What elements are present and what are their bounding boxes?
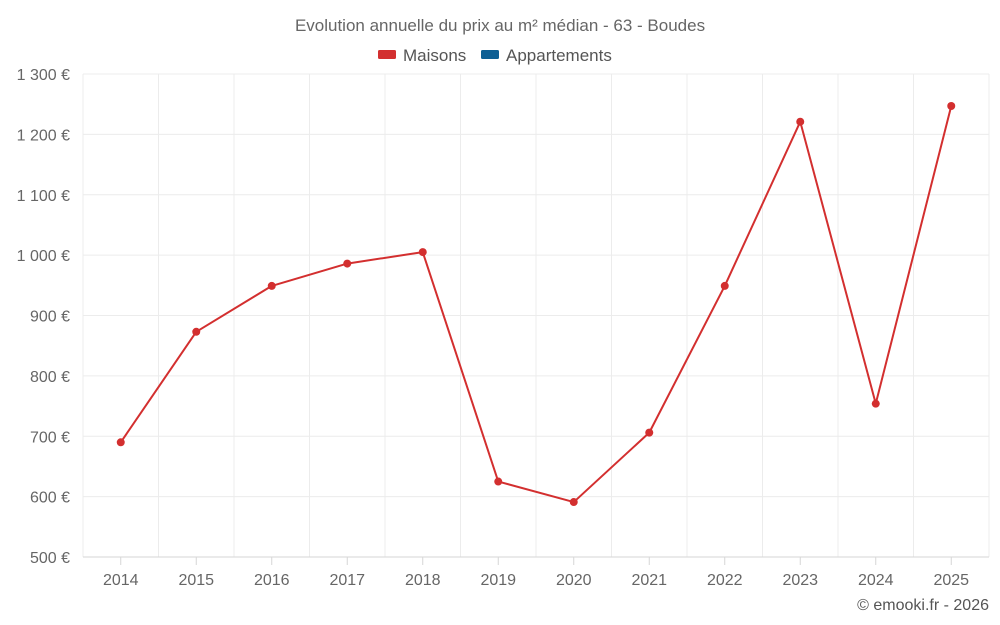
data-point-maisons[interactable] <box>192 327 201 336</box>
data-point-maisons[interactable] <box>947 101 956 110</box>
legend-label-maisons: Maisons <box>403 46 466 65</box>
x-tick-label: 2022 <box>707 572 743 589</box>
x-tick-label: 2015 <box>178 572 214 589</box>
data-point-maisons[interactable] <box>116 438 125 447</box>
y-tick-label: 800 € <box>30 369 70 386</box>
x-tick-label: 2024 <box>858 572 894 589</box>
legend-label-appartements: Appartements <box>506 46 612 65</box>
legend-item-maisons[interactable]: Maisons <box>378 46 466 65</box>
y-tick-label: 1 100 € <box>17 188 70 205</box>
data-point-maisons[interactable] <box>267 281 276 290</box>
x-gridlines <box>82 74 990 565</box>
x-tick-label: 2018 <box>405 572 441 589</box>
y-tick-label: 600 € <box>30 490 70 507</box>
x-tick-label: 2016 <box>254 572 290 589</box>
data-point-maisons[interactable] <box>720 281 729 290</box>
legend-swatch-appartements <box>481 50 499 59</box>
y-tick-label: 1 000 € <box>17 248 70 265</box>
y-tick-label: 500 € <box>30 550 70 567</box>
x-tick-label: 2014 <box>103 572 139 589</box>
x-tick-label: 2017 <box>329 572 365 589</box>
data-point-maisons[interactable] <box>796 117 805 126</box>
credit-text: © emooki.fr - 2026 <box>857 597 989 614</box>
x-tick-label: 2025 <box>933 572 969 589</box>
series-lines <box>119 105 953 504</box>
data-point-maisons[interactable] <box>569 498 578 507</box>
x-tick-label: 2021 <box>631 572 667 589</box>
legend-swatch-maisons <box>378 50 396 59</box>
legend: Maisons Appartements <box>378 46 612 65</box>
x-tick-label: 2019 <box>480 572 516 589</box>
y-tick-label: 1 300 € <box>17 67 70 84</box>
data-point-maisons[interactable] <box>871 399 880 408</box>
chart-title: Evolution annuelle du prix au m² médian … <box>295 16 705 35</box>
y-tick-label: 1 200 € <box>17 127 70 144</box>
y-tick-label: 700 € <box>30 429 70 446</box>
series-line-maisons <box>119 105 953 504</box>
y-axis-tick-labels: 500 € 600 € 700 € 800 € 900 € 1 000 € 1 100 € 1… <box>17 67 70 567</box>
y-tick-label: 900 € <box>30 309 70 326</box>
data-point-maisons[interactable] <box>494 477 503 486</box>
data-point-maisons[interactable] <box>343 259 352 268</box>
series-points <box>116 101 956 507</box>
x-tick-label: 2020 <box>556 572 592 589</box>
data-point-maisons[interactable] <box>418 248 427 257</box>
data-point-maisons[interactable] <box>645 428 654 437</box>
legend-item-appartements[interactable]: Appartements <box>481 46 612 65</box>
x-axis-tick-labels: 2014 2015 2016 2017 2018 2019 2020 2021 2022 2023… <box>103 572 969 589</box>
x-tick-label: 2023 <box>782 572 818 589</box>
